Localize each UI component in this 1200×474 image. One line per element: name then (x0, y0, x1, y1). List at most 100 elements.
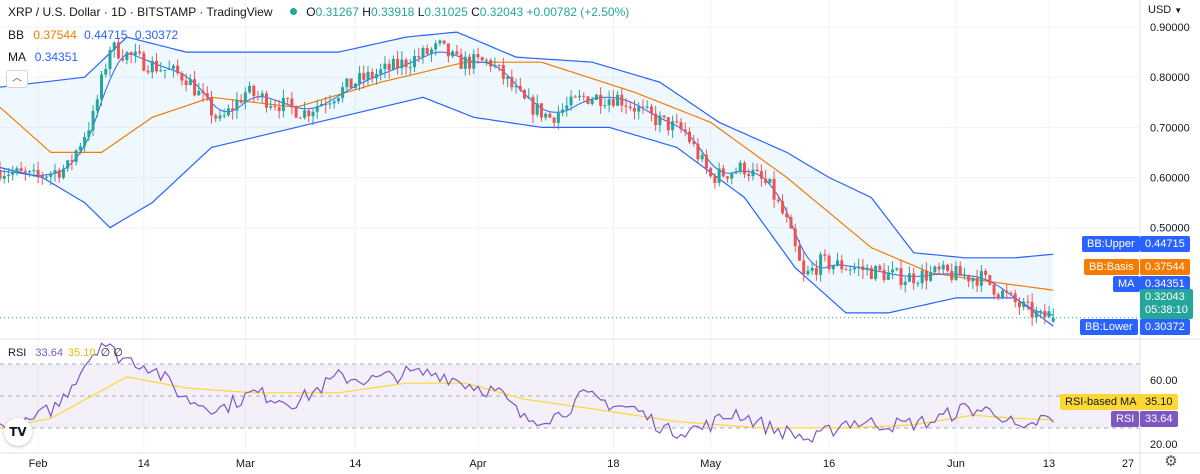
candle-body (958, 266, 962, 276)
candle-body (116, 42, 120, 59)
candle-body (586, 96, 590, 104)
rsi-tick-label: 60.00 (1150, 375, 1178, 387)
candle-body (142, 53, 146, 71)
chevron-down-icon: ▼ (1174, 6, 1183, 15)
candle-body (785, 213, 789, 218)
candle-body (260, 93, 264, 97)
bb-basis-tag: BB:Basis (1084, 259, 1139, 275)
candle-body (954, 266, 958, 280)
candle-body (802, 260, 806, 275)
candle-body (628, 106, 632, 108)
candle-body (49, 173, 53, 177)
candle-body (472, 54, 476, 69)
bb-lower-tag: BB:Lower (1080, 319, 1138, 335)
bb-upper-tag-value: 0.44715 (1145, 238, 1185, 250)
candle-body (112, 42, 116, 51)
candle-body (307, 110, 311, 117)
candle-body (539, 103, 543, 118)
candle-body (362, 73, 366, 80)
candle-body (163, 69, 167, 71)
candle-body (1001, 290, 1005, 298)
rsi-legend[interactable]: RSI 33.64 35.10 ∅ ∅ (8, 346, 123, 359)
candle-body (205, 93, 209, 98)
candle-body (573, 96, 577, 98)
time-tick-label: Apr (469, 458, 486, 470)
candle-body (831, 265, 835, 270)
candle-body (523, 90, 527, 99)
candle-body (624, 105, 628, 107)
candle-body (941, 264, 945, 270)
chart-settings-button[interactable]: ⚙ (1160, 452, 1182, 472)
candle-body (1026, 301, 1030, 303)
candle-body (649, 106, 653, 114)
candle-body (489, 60, 493, 67)
rsi-tick-label: 20.00 (1150, 439, 1178, 451)
ma-legend[interactable]: MA 0.34351 (8, 50, 78, 64)
tradingview-logo[interactable]: TV (4, 418, 32, 446)
rsi-legend-empty-1: ∅ (100, 347, 111, 359)
price-tick-label: 0.60000 (1150, 173, 1190, 185)
candle-body (903, 281, 907, 286)
ohlc-high: 0.33918 (370, 5, 415, 19)
candle-body (882, 269, 886, 280)
candle-body (814, 268, 818, 275)
candle-body (776, 199, 780, 202)
candle-body (328, 103, 332, 105)
time-tick-label: 18 (607, 458, 619, 470)
candle-body (819, 254, 823, 275)
candle-body (895, 268, 899, 270)
currency-selector[interactable]: USD ▼ (1148, 4, 1182, 16)
candle-body (929, 271, 933, 281)
bb-lower-line (0, 96, 1054, 327)
candle-body (155, 60, 159, 72)
candle-body (53, 170, 57, 174)
ma-tag: MA (1113, 276, 1140, 292)
candle-body (620, 94, 624, 106)
candle-body (988, 274, 992, 285)
rsi-legend-value: 33.64 (35, 347, 63, 359)
candle-body (836, 260, 840, 266)
candle-body (662, 115, 666, 118)
candle-body (709, 168, 713, 177)
candle-body (510, 76, 514, 88)
bb-basis-price-tag: 0.37544 (1140, 259, 1190, 275)
candle-body (852, 267, 856, 270)
candle-body (527, 96, 531, 99)
ohlc-low: 0.31025 (424, 5, 468, 19)
candle-body (747, 174, 751, 177)
candle-body (87, 130, 91, 137)
candle-body (15, 168, 19, 173)
candle-body (506, 76, 510, 79)
candle-body (962, 275, 966, 277)
candle-body (273, 106, 277, 108)
candle-body (210, 97, 213, 116)
candle-body (286, 97, 290, 99)
candle-body (345, 78, 349, 88)
symbol-title[interactable]: XRP / U.S. Dollar · 1D · BITSTAMP · Trad… (8, 5, 273, 19)
time-tick-label: 13 (1043, 458, 1055, 470)
bb-basis-value: 0.37544 (33, 28, 77, 42)
candle-body (396, 58, 400, 69)
collapse-legend-button[interactable]: ︿ (6, 70, 28, 88)
bb-legend[interactable]: BB 0.37544 0.44715 0.30372 (8, 28, 178, 42)
candle-body (45, 176, 49, 178)
candle-body (535, 103, 539, 115)
candle-body (726, 176, 730, 179)
candle-body (493, 64, 497, 67)
candle-body (235, 99, 239, 111)
candle-body (201, 90, 205, 94)
candle-body (531, 96, 535, 115)
bb-upper-tag-label: BB:Upper (1087, 238, 1135, 250)
candle-body (1009, 292, 1013, 294)
candle-body (28, 171, 32, 173)
candle-body (425, 48, 429, 54)
rsi-tag-value: 33.64 (1145, 413, 1173, 425)
candle-body (992, 284, 996, 295)
candle-body (616, 94, 620, 106)
candle-body (687, 131, 691, 142)
candle-body (379, 69, 383, 74)
candle-body (607, 98, 611, 106)
rsi-pane (0, 342, 1140, 444)
candle-body (848, 269, 852, 271)
